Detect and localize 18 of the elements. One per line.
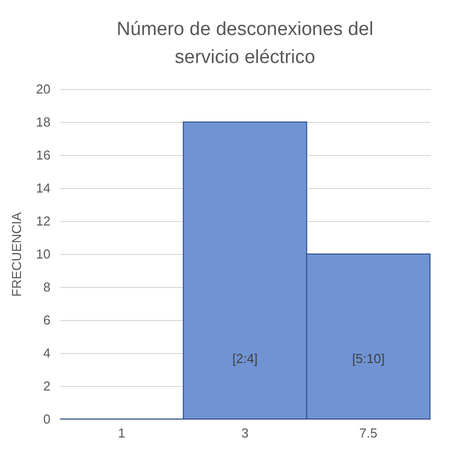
y-tick-label: 8 (43, 280, 50, 294)
annotation: [2:4] (232, 351, 258, 366)
chart-title: Número de desconexiones del servicio eléctrico (116, 19, 374, 68)
y-tick-label: 4 (43, 346, 50, 360)
y-tick-label: 2 (43, 378, 50, 394)
annotation: [5:10] (352, 351, 385, 366)
y-tick-label: 18 (36, 114, 50, 130)
y-tick-label: 20 (36, 82, 50, 96)
y-tick-label: 12 (36, 214, 50, 228)
y-axis-title: FRECUENCIA (9, 212, 24, 297)
x-tick-label: 3 (241, 426, 249, 440)
x-tick-label: 7.5 (359, 426, 378, 440)
y-tick-label: 0 (43, 412, 50, 426)
y-tick-label: 14 (36, 180, 50, 196)
x-tick-label: 1 (118, 426, 126, 440)
y-tick-label: 6 (43, 312, 50, 328)
y-tick-label: 10 (36, 246, 50, 262)
y-tick-label: 16 (36, 148, 50, 162)
